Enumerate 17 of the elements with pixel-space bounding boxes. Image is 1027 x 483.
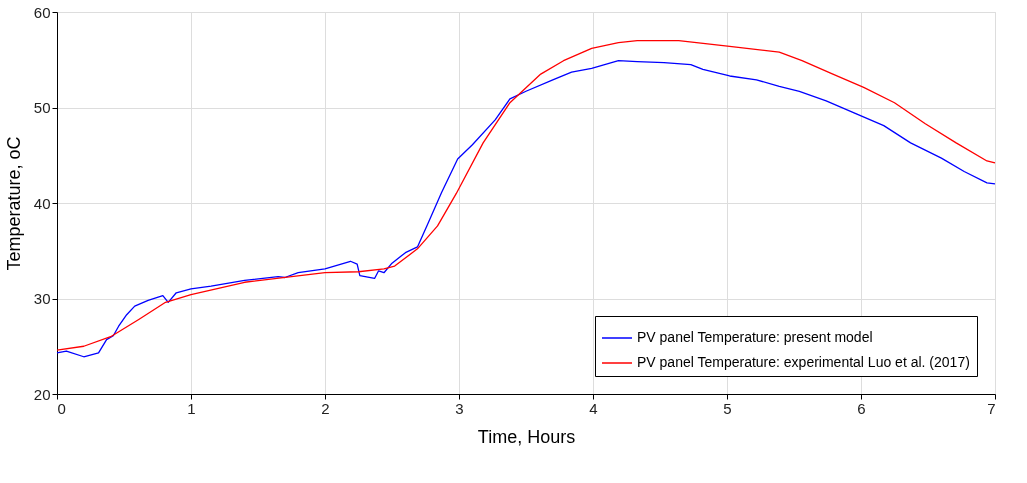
- y-tick-label: 60: [33, 3, 51, 21]
- x-tick-label: 5: [723, 399, 732, 417]
- x-axis-title: Time, Hours: [477, 426, 576, 447]
- legend-label: PV panel Temperature: experimental Luo et al. (2017): [637, 354, 970, 370]
- x-tick-label: 2: [321, 399, 330, 417]
- y-axis-title: Temperature, oC: [3, 136, 24, 271]
- y-tick-label: 40: [33, 194, 51, 212]
- x-tick-label: 1: [187, 399, 196, 417]
- x-tick-label: 7: [987, 399, 996, 417]
- y-tick-label: 20: [33, 385, 51, 403]
- x-tick-label: 6: [857, 399, 866, 417]
- legend-label: PV panel Temperature: present model: [637, 329, 873, 345]
- x-tick-label: 4: [589, 399, 598, 417]
- x-tick-label: 3: [455, 399, 464, 417]
- y-tick-label: 50: [33, 99, 51, 116]
- x-tick-label: 0: [57, 399, 66, 417]
- y-tick-label: 30: [33, 290, 51, 307]
